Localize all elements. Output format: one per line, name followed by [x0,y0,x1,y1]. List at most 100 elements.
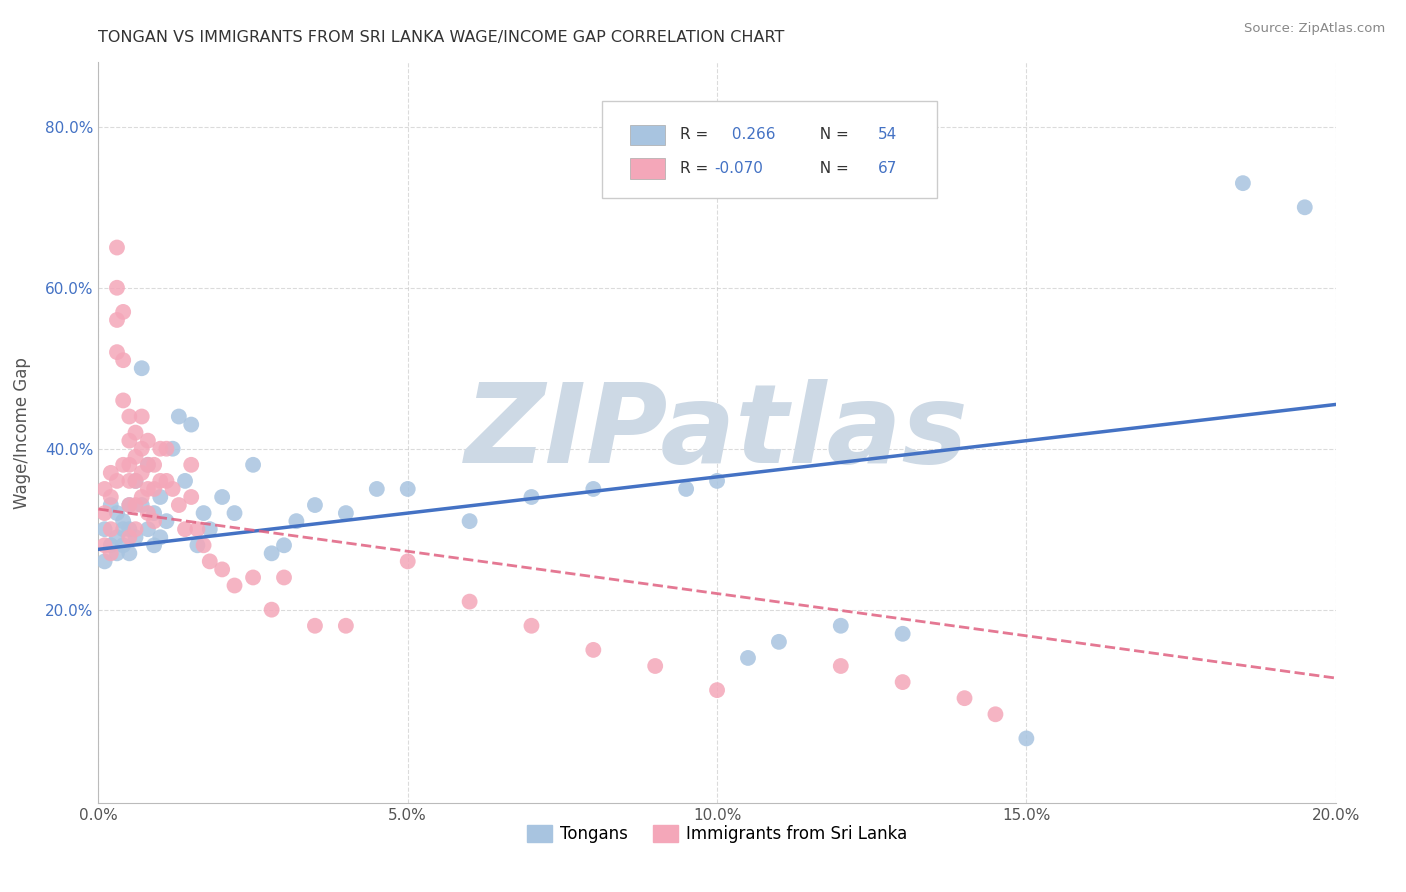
Text: 0.266: 0.266 [727,128,776,143]
Point [198,554,221,568]
Point [273,570,295,584]
Legend: Tongans, Immigrants from Sri Lanka: Tongans, Immigrants from Sri Lanka [520,819,914,850]
Point [706,474,728,488]
Point [737,651,759,665]
Point [366,482,388,496]
Point [100,490,122,504]
Point [143,538,166,552]
Point [224,578,246,592]
Point [118,409,141,424]
Point [149,490,172,504]
Point [131,490,153,504]
Point [304,498,326,512]
FancyBboxPatch shape [630,125,665,145]
Point [1294,200,1316,214]
Point [143,458,166,472]
Point [149,474,172,488]
Point [180,458,202,472]
Point [155,514,177,528]
Point [131,442,153,456]
Text: Source: ZipAtlas.com: Source: ZipAtlas.com [1244,22,1385,36]
Point [118,546,141,560]
Point [100,498,122,512]
Point [118,530,141,544]
Point [180,490,202,504]
Point [136,458,159,472]
Point [149,442,172,456]
Point [193,506,215,520]
Point [105,474,128,488]
Text: 54: 54 [877,128,897,143]
Point [131,498,153,512]
Point [105,546,128,560]
Point [582,482,605,496]
Point [396,554,419,568]
Point [100,466,122,480]
Point [1015,731,1038,746]
Point [124,498,146,512]
Point [162,442,184,456]
Text: ZIPatlas: ZIPatlas [465,379,969,486]
Point [984,707,1007,722]
Point [273,538,295,552]
Point [131,409,153,424]
Point [149,530,172,544]
Point [953,691,976,706]
Text: R =: R = [681,161,713,176]
Point [174,522,197,536]
Point [1232,176,1254,190]
Point [118,474,141,488]
Point [136,434,159,448]
Point [136,482,159,496]
Point [105,530,128,544]
Point [100,538,122,552]
Point [304,619,326,633]
Point [143,482,166,496]
Point [242,458,264,472]
Point [112,353,135,368]
Point [186,538,208,552]
Text: R =: R = [681,128,713,143]
Text: TONGAN VS IMMIGRANTS FROM SRI LANKA WAGE/INCOME GAP CORRELATION CHART: TONGAN VS IMMIGRANTS FROM SRI LANKA WAGE… [98,29,785,45]
Point [162,482,184,496]
Text: 67: 67 [877,161,897,176]
Point [136,458,159,472]
Point [582,643,605,657]
Point [124,450,146,464]
Point [118,522,141,536]
Point [675,482,697,496]
Point [830,659,852,673]
Point [93,506,115,520]
Point [124,474,146,488]
Point [143,506,166,520]
FancyBboxPatch shape [602,101,938,198]
Point [93,554,115,568]
Point [105,345,128,359]
Point [260,546,283,560]
Point [105,506,128,520]
Point [167,409,190,424]
Point [105,313,128,327]
Point [124,522,146,536]
Point [520,490,543,504]
Point [112,538,135,552]
Point [112,458,135,472]
Point [242,570,264,584]
Text: N =: N = [810,161,853,176]
Point [112,522,135,536]
Point [136,522,159,536]
Point [644,176,666,190]
Y-axis label: Wage/Income Gap: Wage/Income Gap [13,357,31,508]
Point [211,490,233,504]
Point [155,474,177,488]
Point [105,240,128,255]
Point [830,619,852,633]
Point [131,361,153,376]
Point [891,627,914,641]
Point [105,281,128,295]
Point [396,482,419,496]
Point [458,594,481,608]
Point [285,514,308,528]
Point [768,635,790,649]
Point [186,522,208,536]
